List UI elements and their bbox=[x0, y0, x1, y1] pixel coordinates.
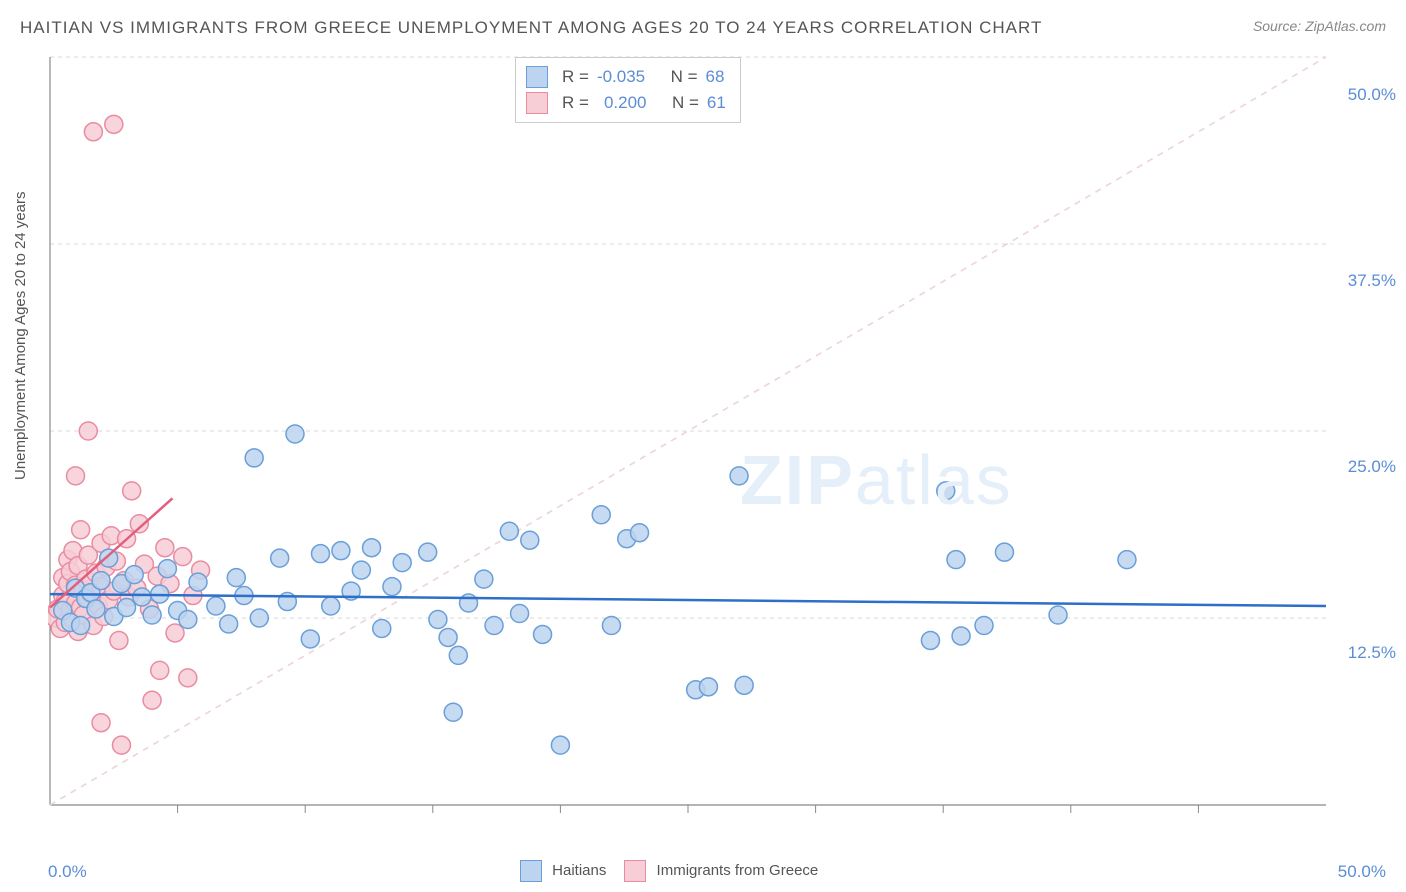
ytick-label: 25.0% bbox=[1348, 457, 1396, 477]
correlation-legend: R = -0.035 N = 68 R = 0.200 N = 61 bbox=[515, 57, 741, 123]
swatch-blue-icon bbox=[520, 860, 542, 882]
n-value-1: 68 bbox=[706, 64, 725, 90]
xtick-label-max: 50.0% bbox=[1338, 862, 1386, 882]
legend-label: Immigrants from Greece bbox=[657, 862, 819, 879]
ytick-label: 37.5% bbox=[1348, 271, 1396, 291]
n-label: N = bbox=[671, 64, 698, 90]
source-label: Source: ZipAtlas.com bbox=[1253, 18, 1386, 34]
r-value-1: -0.035 bbox=[597, 64, 645, 90]
swatch-pink-icon bbox=[526, 92, 548, 114]
r-label: R = bbox=[562, 64, 589, 90]
correlation-row-2: R = 0.200 N = 61 bbox=[526, 90, 726, 116]
n-value-2: 61 bbox=[707, 90, 726, 116]
swatch-blue-icon bbox=[526, 66, 548, 88]
series-legend: Haitians Immigrants from Greece bbox=[520, 860, 818, 882]
ytick-label: 50.0% bbox=[1348, 85, 1396, 105]
correlation-row-1: R = -0.035 N = 68 bbox=[526, 64, 726, 90]
scatter-chart bbox=[48, 55, 1328, 835]
legend-item-1: Haitians bbox=[520, 860, 606, 882]
n-label: N = bbox=[672, 90, 699, 116]
legend-item-2: Immigrants from Greece bbox=[624, 860, 818, 882]
legend-label: Haitians bbox=[552, 862, 606, 879]
ytick-label: 12.5% bbox=[1348, 643, 1396, 663]
swatch-pink-icon bbox=[624, 860, 646, 882]
xtick-label-min: 0.0% bbox=[48, 862, 87, 882]
chart-area bbox=[48, 55, 1328, 835]
r-label: R = bbox=[562, 90, 589, 116]
chart-title: HAITIAN VS IMMIGRANTS FROM GREECE UNEMPL… bbox=[20, 18, 1042, 38]
y-axis-label: Unemployment Among Ages 20 to 24 years bbox=[12, 191, 29, 480]
r-value-2: 0.200 bbox=[604, 90, 647, 116]
